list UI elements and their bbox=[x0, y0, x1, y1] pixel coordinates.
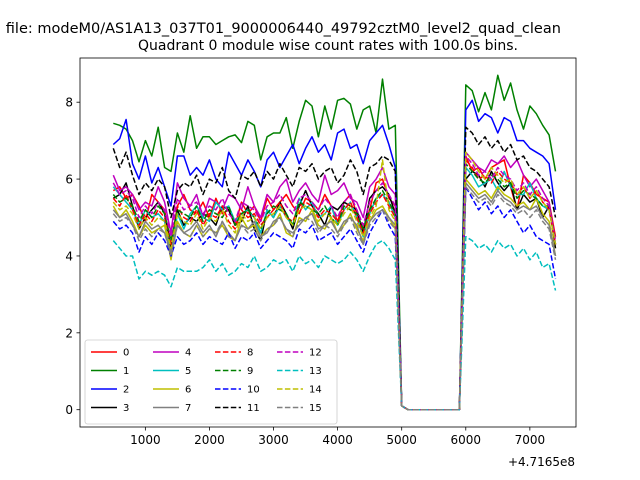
legend-label: 9 bbox=[247, 366, 253, 377]
x-axis: 1000 2000 3000 4000 5000 6000 7000 bbox=[130, 427, 545, 447]
legend-label: 15 bbox=[309, 403, 322, 414]
series-line-8 bbox=[112, 159, 557, 411]
y-tick-label: 0 bbox=[65, 403, 73, 417]
y-tick-label: 6 bbox=[65, 173, 73, 187]
legend-label: 6 bbox=[185, 385, 191, 396]
legend-box bbox=[84, 339, 338, 425]
chart-title: Quadrant 0 module wise count rates with … bbox=[138, 38, 518, 54]
legend-label: 0 bbox=[123, 348, 129, 359]
legend-label: 11 bbox=[247, 403, 260, 414]
series-lines bbox=[112, 74, 557, 411]
plot-frame bbox=[79, 57, 577, 428]
legend-item-7: 7 bbox=[153, 403, 191, 414]
x-tick-label: 2000 bbox=[194, 433, 225, 447]
legend-item-11: 11 bbox=[215, 403, 260, 414]
series-line-13 bbox=[112, 235, 557, 411]
legend-item-6: 6 bbox=[153, 385, 191, 396]
legend-item-2: 2 bbox=[91, 385, 129, 396]
x-tick-label: 5000 bbox=[386, 433, 417, 447]
legend-label: 1 bbox=[123, 366, 129, 377]
legend-item-8: 8 bbox=[215, 348, 253, 359]
legend-item-0: 0 bbox=[91, 348, 129, 359]
legend-label: 5 bbox=[185, 366, 191, 377]
legend-item-13: 13 bbox=[277, 366, 322, 377]
y-tick-label: 4 bbox=[65, 249, 73, 263]
series-line-11 bbox=[112, 126, 557, 411]
series-line-14 bbox=[112, 151, 557, 411]
legend-item-14: 14 bbox=[277, 385, 322, 396]
legend-item-12: 12 bbox=[277, 348, 322, 359]
legend-item-3: 3 bbox=[91, 403, 129, 414]
legend-label: 12 bbox=[309, 348, 322, 359]
x-tick-label: 1000 bbox=[130, 433, 161, 447]
x-tick-label: 7000 bbox=[515, 433, 546, 447]
x-offset-label: +4.7165e8 bbox=[508, 455, 575, 469]
legend-label: 14 bbox=[309, 385, 322, 396]
series-line-7 bbox=[112, 182, 557, 411]
legend-label: 2 bbox=[123, 385, 129, 396]
legend-item-4: 4 bbox=[153, 348, 191, 359]
legend-label: 7 bbox=[185, 403, 191, 414]
legend-item-5: 5 bbox=[153, 366, 191, 377]
legend-label: 10 bbox=[247, 385, 260, 396]
legend-label: 13 bbox=[309, 366, 322, 377]
legend-label: 4 bbox=[185, 348, 191, 359]
legend-item-15: 15 bbox=[277, 403, 322, 414]
series-line-2 bbox=[112, 99, 557, 411]
series-line-12 bbox=[112, 155, 557, 411]
x-tick-label: 6000 bbox=[451, 433, 482, 447]
x-tick-label: 3000 bbox=[258, 433, 289, 447]
series-line-5 bbox=[112, 166, 557, 411]
legend-item-1: 1 bbox=[91, 366, 129, 377]
series-line-10 bbox=[112, 186, 557, 411]
figure-suptitle: n file: modeM0/AS1A13_037T01_9000006440_… bbox=[0, 21, 561, 37]
series-line-4 bbox=[112, 151, 557, 411]
series-line-15 bbox=[112, 186, 557, 411]
y-tick-label: 8 bbox=[65, 96, 73, 110]
legend-item-9: 9 bbox=[215, 366, 253, 377]
y-tick-label: 2 bbox=[65, 326, 73, 340]
legend-label: 8 bbox=[247, 348, 253, 359]
legend-label: 3 bbox=[123, 403, 129, 414]
x-tick-label: 4000 bbox=[322, 433, 353, 447]
series-line-1 bbox=[113, 74, 557, 411]
y-axis: 0 2 4 6 8 bbox=[65, 96, 80, 417]
legend-item-10: 10 bbox=[215, 385, 260, 396]
